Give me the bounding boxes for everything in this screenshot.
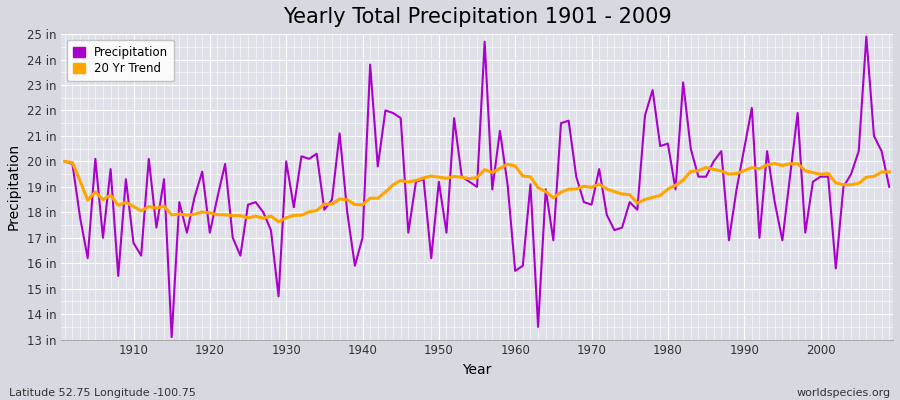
20 Yr Trend — [296, 213, 307, 218]
20 Yr Trend — [518, 174, 528, 178]
X-axis label: Year: Year — [463, 363, 491, 377]
Precipitation — [609, 228, 620, 232]
Text: Latitude 52.75 Longitude -100.75: Latitude 52.75 Longitude -100.75 — [9, 388, 196, 398]
Legend: Precipitation, 20 Yr Trend: Precipitation, 20 Yr Trend — [67, 40, 174, 81]
Precipitation — [861, 34, 872, 39]
20 Yr Trend — [59, 159, 70, 164]
20 Yr Trend — [884, 170, 895, 174]
20 Yr Trend — [342, 198, 353, 202]
Precipitation — [296, 154, 307, 159]
Precipitation — [342, 210, 353, 215]
20 Yr Trend — [273, 220, 284, 224]
Precipitation — [518, 263, 528, 268]
Precipitation — [166, 335, 177, 340]
Y-axis label: Precipitation: Precipitation — [7, 143, 21, 230]
Precipitation — [884, 184, 895, 189]
Text: worldspecies.org: worldspecies.org — [796, 388, 891, 398]
Line: Precipitation: Precipitation — [65, 37, 889, 337]
20 Yr Trend — [609, 189, 620, 194]
Title: Yearly Total Precipitation 1901 - 2009: Yearly Total Precipitation 1901 - 2009 — [283, 7, 671, 27]
Precipitation — [509, 268, 520, 273]
20 Yr Trend — [121, 200, 131, 205]
Line: 20 Yr Trend: 20 Yr Trend — [65, 161, 889, 222]
20 Yr Trend — [509, 164, 520, 168]
Precipitation — [59, 159, 70, 164]
Precipitation — [121, 177, 131, 182]
